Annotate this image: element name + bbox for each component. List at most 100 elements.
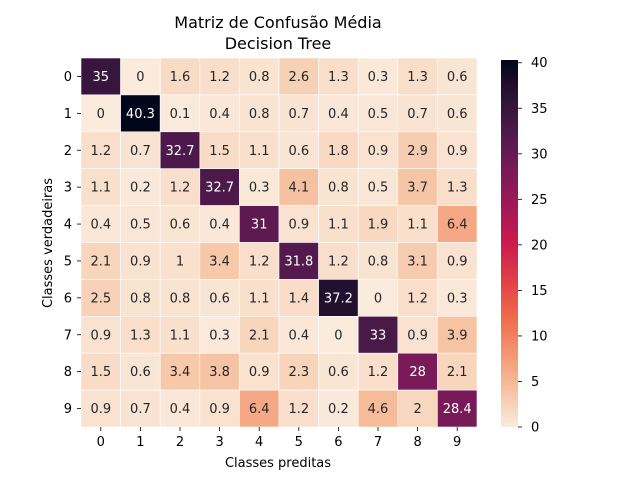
cell-label-6-5: 1.4: [288, 291, 309, 306]
colorbar-tick-label-1: 5: [531, 375, 539, 390]
cell-label-6-9: 0.3: [447, 291, 468, 306]
colorbar-tick-label-4: 20: [531, 238, 548, 253]
cell-label-8-7: 1.2: [368, 365, 389, 380]
heatmap-cell-6-9: [437, 279, 478, 317]
heatmap-cell-8-9: [437, 352, 478, 391]
heatmap-cell-6-6: [318, 279, 359, 317]
cell-label-1-1: 40.3: [126, 107, 155, 122]
x-tick-label-5: 5: [295, 435, 303, 450]
cell-label-2-8: 2.9: [407, 144, 428, 159]
heatmap-cell-4-2: [159, 205, 201, 243]
cell-label-7-4: 2.1: [249, 328, 270, 343]
cell-label-1-5: 0.7: [288, 107, 309, 122]
cell-label-9-0: 0.9: [90, 402, 111, 417]
heatmap-cell-8-8: [397, 352, 438, 391]
cell-label-8-0: 1.5: [90, 365, 111, 380]
heatmap-cell-9-8: [397, 389, 438, 428]
heatmap-cell-9-4: [239, 389, 280, 428]
cell-labels: 35 0 1.6 1.2 0.8 2.6 1.3 0.3 1.3 0.6 0 40.3 0.1 0.4 0.…: [90, 70, 471, 417]
cell-label-2-1: 0.7: [130, 144, 151, 159]
heatmap-cell-8-7: [357, 352, 399, 391]
cell-label-2-2: 32.7: [166, 144, 195, 159]
heatmap-cell-3-9: [437, 168, 478, 206]
cell-label-8-4: 0.9: [249, 365, 270, 380]
cell-label-5-3: 3.4: [209, 254, 230, 269]
cell-label-9-3: 0.9: [209, 402, 230, 417]
y-tick-label-3: 3: [64, 181, 72, 196]
y-tick-labels: 0 1 2 3 4 5 6 7 8 9: [64, 70, 81, 417]
cell-label-0-5: 2.6: [288, 70, 309, 85]
cell-label-1-2: 0.1: [170, 107, 191, 122]
cell-label-5-8: 3.1: [407, 254, 428, 269]
cell-label-3-6: 0.8: [328, 181, 349, 196]
heatmap-cell-7-1: [120, 315, 161, 354]
cell-label-0-7: 0.3: [368, 70, 389, 85]
colorbar-tick-label-7: 35: [531, 102, 548, 117]
cell-label-6-2: 0.8: [170, 291, 191, 306]
cell-label-2-4: 1.1: [249, 144, 270, 159]
heatmap-cell-4-5: [278, 205, 319, 243]
cell-label-5-4: 1.2: [249, 254, 270, 269]
cell-label-6-4: 1.1: [249, 291, 270, 306]
heatmap-cells: [80, 57, 478, 428]
heatmap-cell-2-9: [437, 131, 478, 170]
cell-label-2-5: 0.6: [288, 144, 309, 159]
y-axis-label: Classes verdadeiras: [41, 178, 56, 308]
heatmap-cell-3-5: [278, 168, 319, 206]
cell-label-8-1: 0.6: [130, 365, 151, 380]
heatmap-cell-5-3: [199, 242, 240, 280]
heatmap-cell-9-9: [437, 389, 478, 428]
x-tick-label-4: 4: [255, 435, 263, 450]
cell-label-8-6: 0.6: [328, 365, 349, 380]
x-tick-label-7: 7: [374, 435, 382, 450]
cell-label-3-9: 1.3: [447, 181, 468, 196]
heatmap-cell-7-8: [397, 315, 438, 354]
x-tick-label-0: 0: [97, 435, 105, 450]
cell-label-7-1: 1.3: [130, 328, 151, 343]
heatmap-cell-5-2: [159, 242, 201, 280]
cell-label-9-6: 0.2: [328, 402, 349, 417]
cell-label-8-8: 28: [409, 365, 426, 380]
cell-label-3-4: 0.3: [249, 181, 270, 196]
heatmap-cell-1-8: [397, 94, 438, 133]
heatmap-cell-4-8: [397, 205, 438, 243]
cell-label-3-3: 32.7: [205, 181, 234, 196]
x-tick-label-8: 8: [413, 435, 421, 450]
heatmap-cell-6-5: [278, 279, 319, 317]
x-tick-label-3: 3: [215, 435, 223, 450]
cell-label-1-7: 0.5: [368, 107, 389, 122]
heatmap-cell-6-8: [397, 279, 438, 317]
colorbar-tick-label-5: 25: [531, 193, 548, 208]
heatmap-cell-3-6: [318, 168, 359, 206]
cell-label-4-2: 0.6: [170, 218, 191, 233]
y-tick-label-4: 4: [64, 218, 72, 233]
heatmap-cell-0-3: [199, 57, 240, 96]
cell-label-2-9: 0.9: [447, 144, 468, 159]
cell-label-0-3: 1.2: [209, 70, 230, 85]
heatmap-cell-5-5: [278, 242, 319, 280]
x-tick-label-1: 1: [136, 435, 144, 450]
cell-label-8-5: 2.3: [288, 365, 309, 380]
heatmap-cell-0-9: [437, 57, 478, 96]
heatmap-cell-7-6: [318, 315, 359, 354]
cell-label-1-0: 0: [97, 107, 105, 122]
y-tick-label-6: 6: [64, 291, 72, 306]
heatmap-cell-4-1: [120, 205, 161, 243]
heatmap-cell-9-0: [80, 389, 121, 428]
heatmap-cell-9-6: [318, 389, 359, 428]
heatmap-cell-2-0: [80, 131, 121, 170]
heatmap-cell-8-6: [318, 352, 359, 391]
heatmap-cell-9-7: [357, 389, 399, 428]
chart-subtitle: Decision Tree: [225, 34, 332, 53]
heatmap-cell-0-5: [278, 57, 319, 96]
cell-label-3-8: 3.7: [407, 181, 428, 196]
heatmap-cell-0-7: [357, 57, 399, 96]
cell-label-8-3: 3.8: [209, 365, 230, 380]
heatmap-cell-3-8: [397, 168, 438, 206]
cell-label-3-0: 1.1: [90, 181, 111, 196]
cell-label-0-2: 1.6: [170, 70, 191, 85]
cell-label-4-9: 6.4: [447, 218, 468, 233]
cell-label-5-5: 31.8: [284, 254, 313, 269]
heatmap-cell-5-4: [239, 242, 280, 280]
cell-label-1-3: 0.4: [209, 107, 230, 122]
